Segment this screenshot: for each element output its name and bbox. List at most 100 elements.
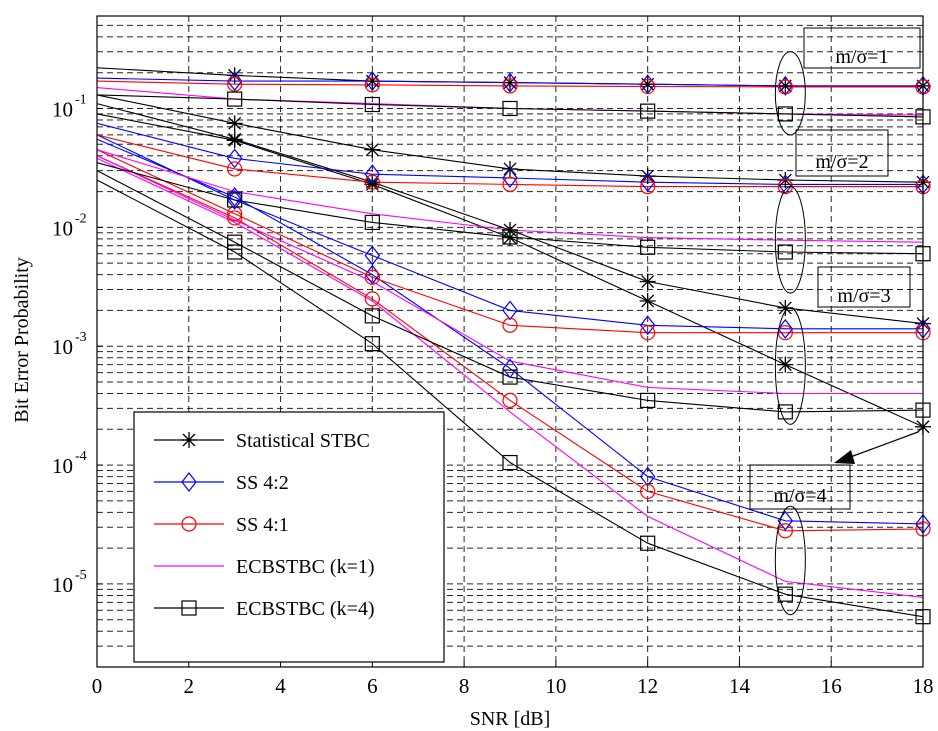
- series-line: [96, 134, 923, 188]
- diamond-marker: [502, 72, 518, 93]
- legend-label: SS 4:2: [236, 472, 289, 494]
- diamond-marker: [639, 172, 656, 193]
- diamond-marker: [777, 75, 794, 96]
- star-stroke: [228, 133, 242, 147]
- circle-marker: [502, 392, 518, 408]
- series-line: [96, 157, 924, 598]
- y-tick-label: 10: [52, 454, 73, 478]
- annotation-arrowhead: [834, 450, 855, 464]
- y-tick-label: 10: [52, 335, 73, 359]
- square-marker: [777, 404, 793, 420]
- y-tick-label: 10: [52, 97, 73, 121]
- y-tick-exponent: -2: [75, 211, 87, 226]
- series-line: [96, 94, 924, 118]
- y-tick-exponent: -1: [75, 92, 87, 107]
- legend-box: [133, 411, 445, 663]
- circle-marker: [502, 176, 518, 192]
- legend-label: SS 4:1: [236, 514, 289, 536]
- series-line: [96, 138, 924, 525]
- series-line: [96, 149, 923, 334]
- circle-marker: [502, 78, 518, 94]
- x-tick-label: 16: [821, 674, 842, 698]
- star-marker: [502, 229, 518, 246]
- circle-marker: [502, 317, 518, 333]
- circle-marker: [364, 174, 380, 190]
- series-line: [96, 155, 923, 395]
- square-marker: [777, 106, 793, 122]
- circle-marker: [777, 523, 793, 539]
- annotation-label: m/σ=1: [835, 46, 888, 68]
- legend-label: Statistical STBC: [236, 430, 370, 452]
- annotations: m/σ=1 m/σ=2 m/σ=3 m/σ=4: [749, 27, 921, 616]
- diamond-marker: [181, 472, 197, 492]
- annotation-box: [795, 129, 889, 177]
- diamond-marker: [226, 71, 243, 92]
- series-line: [96, 113, 924, 428]
- star-marker: [181, 432, 197, 448]
- annotation-label: m/σ=3: [837, 285, 890, 307]
- x-tick-label: 8: [459, 674, 470, 698]
- annotation-label: m/σ=4: [773, 485, 826, 507]
- diamond-marker: [364, 245, 381, 266]
- circle-marker: [777, 79, 793, 95]
- square-marker: [227, 234, 243, 250]
- square-marker: [227, 91, 243, 107]
- square-marker: [502, 454, 518, 471]
- square-marker: [640, 239, 656, 255]
- circle-marker: [640, 483, 656, 500]
- square-marker: [364, 336, 380, 352]
- square-marker: [364, 308, 380, 324]
- square-marker: [502, 229, 518, 245]
- x-tick-label: 12: [637, 674, 658, 698]
- square-marker: [227, 192, 243, 208]
- y-tick-label: 10: [52, 573, 73, 597]
- x-tick-label: 18: [913, 674, 934, 698]
- diamond-marker: [777, 318, 794, 339]
- star-stroke: [641, 294, 655, 308]
- diamond-marker: [226, 189, 243, 210]
- y-tick-exponent: -3: [75, 330, 87, 345]
- diamond-marker: [502, 300, 518, 321]
- group-ellipse: [774, 307, 806, 425]
- annotation-label: m/σ=2: [815, 151, 868, 173]
- x-tick-label: 10: [545, 674, 566, 698]
- diamond-marker: [364, 164, 381, 185]
- x-tick-label: 6: [367, 674, 378, 698]
- square-marker: [777, 244, 793, 260]
- star-stroke: [228, 116, 242, 130]
- square-marker: [502, 369, 518, 385]
- star-marker: [364, 141, 381, 158]
- circle-marker: [640, 78, 656, 95]
- star-marker: [226, 115, 243, 132]
- y-tick-label: 10: [52, 216, 73, 240]
- square-marker: [640, 103, 656, 119]
- star-stroke: [778, 301, 792, 315]
- square-marker: [227, 244, 243, 260]
- y-axis-title: Bit Error Probability: [11, 257, 33, 423]
- square-marker: [640, 535, 656, 551]
- series-line: [96, 179, 924, 618]
- series-line: [96, 155, 924, 532]
- star-marker: [639, 293, 656, 310]
- circle-marker: [640, 179, 656, 195]
- circle-marker: [364, 77, 380, 93]
- star-stroke: [182, 433, 196, 447]
- x-tick-label: 2: [184, 674, 195, 698]
- x-tick-label: 14: [729, 674, 751, 698]
- star-marker: [639, 273, 656, 290]
- star-marker: [226, 67, 243, 84]
- group-ellipse: [774, 186, 806, 294]
- legend-label: ECBSTBC (k=1): [236, 556, 375, 578]
- diamond-marker: [226, 187, 243, 207]
- star-stroke: [641, 169, 655, 183]
- circle-marker: [181, 516, 197, 532]
- annotation-box: [817, 266, 911, 308]
- star-stroke: [365, 143, 379, 157]
- group-ellipse: [774, 51, 806, 136]
- star-marker: [777, 356, 794, 373]
- diamond-marker: [364, 71, 381, 92]
- x-tick-label: 4: [275, 674, 286, 698]
- y-tick-exponent: -4: [75, 449, 87, 464]
- circle-marker: [364, 269, 380, 285]
